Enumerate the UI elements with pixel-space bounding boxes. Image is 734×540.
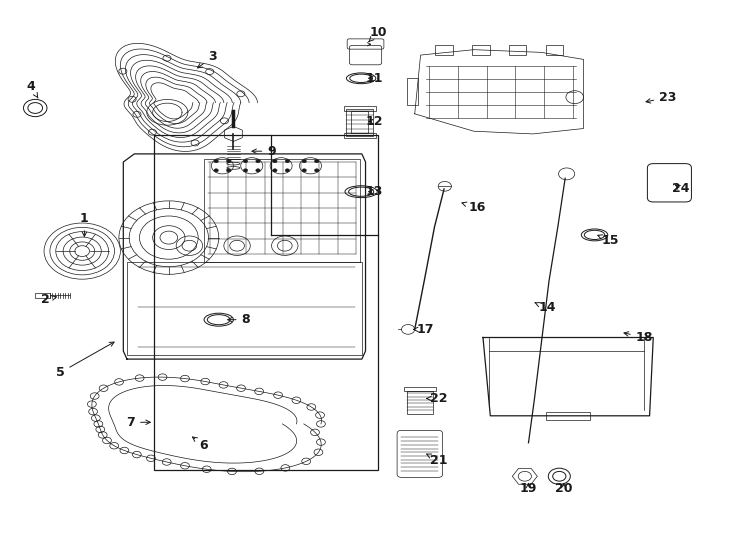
Text: 12: 12 [366,115,383,128]
Circle shape [244,160,248,163]
Circle shape [314,168,319,172]
Bar [127,262,362,355]
Text: 14: 14 [535,301,556,314]
Bar [204,159,360,262]
Bar [509,45,526,55]
Text: 5: 5 [56,342,114,379]
Text: 1: 1 [80,212,89,237]
Text: 13: 13 [366,185,383,198]
Bar [407,78,418,105]
Bar [407,391,433,414]
Circle shape [255,160,260,163]
Bar [404,387,436,391]
Bar [344,106,376,111]
Text: 9: 9 [252,145,276,158]
Bar [546,412,590,420]
Text: 3: 3 [197,50,217,68]
Circle shape [314,160,319,163]
Circle shape [285,160,289,163]
Text: 10: 10 [369,26,387,42]
Text: 18: 18 [624,331,653,344]
Circle shape [226,160,230,163]
Circle shape [244,168,248,172]
Text: 15: 15 [597,234,619,247]
Circle shape [226,168,230,172]
Circle shape [273,160,277,163]
Circle shape [273,168,277,172]
Text: 19: 19 [520,482,537,495]
Bar [35,293,50,298]
Text: 23: 23 [646,91,677,104]
Text: 4: 4 [26,80,38,98]
Text: 8: 8 [228,313,250,326]
Text: 6: 6 [192,437,208,452]
Circle shape [285,168,289,172]
Bar [351,111,368,133]
Bar [154,135,378,470]
Bar [472,45,490,55]
Text: 16: 16 [462,201,486,214]
Circle shape [302,160,307,163]
Bar [435,45,453,55]
Circle shape [302,168,307,172]
Circle shape [214,168,219,172]
Text: 20: 20 [555,482,573,495]
Bar [344,133,376,138]
Bar [346,109,373,136]
Text: 24: 24 [672,183,690,195]
Text: 11: 11 [366,72,383,85]
Text: 22: 22 [426,392,448,405]
Circle shape [214,160,219,163]
Text: 7: 7 [126,416,150,429]
Circle shape [255,168,260,172]
Text: 21: 21 [426,454,448,467]
Text: 17: 17 [413,323,435,336]
Bar [545,45,563,55]
Text: 2: 2 [41,293,57,306]
